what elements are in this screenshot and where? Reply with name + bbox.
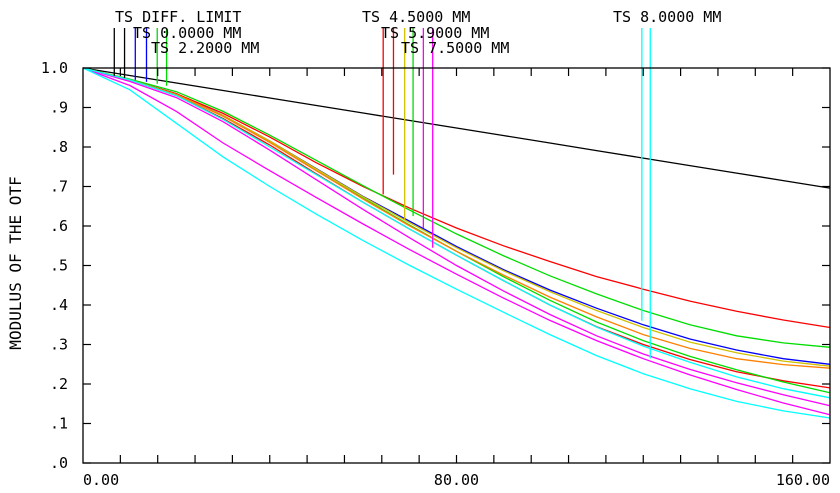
legend-label-6: TS 8.0000 MM	[613, 8, 721, 26]
series-line-0	[82, 67, 831, 189]
y-tick-label-1: .1	[50, 415, 68, 433]
series-line-8	[82, 67, 831, 407]
tick-layer: .0 .1 .2 .3 .4 .5 .6 .7 .8 .9 1.0 0.00 80.00 160.00	[41, 59, 830, 489]
series-line-5	[82, 67, 831, 394]
series-layer	[82, 67, 831, 419]
series-line-9	[82, 67, 831, 416]
y-tick-label-7: .7	[50, 178, 68, 196]
series-line-1	[82, 67, 831, 365]
y-tick-label-5: .5	[50, 257, 68, 275]
y-tick-label-9: .9	[50, 99, 68, 117]
series-line-6	[82, 67, 831, 367]
legend-label-3: TS 4.5000 MM	[362, 8, 470, 26]
y-tick-label-3: .3	[50, 336, 68, 354]
y-tick-label-6: .6	[50, 217, 68, 235]
legend-label-2: TS 2.2000 MM	[151, 39, 259, 57]
y-tick-label-2: .2	[50, 375, 68, 393]
series-line-2	[82, 67, 831, 329]
legend-label-0: TS DIFF. LIMIT	[115, 8, 241, 26]
y-tick-label-8: .8	[50, 138, 68, 156]
legend-label-4: TS 5.9000 MM	[381, 24, 489, 42]
series-line-7	[82, 67, 831, 369]
series-line-11	[82, 67, 831, 419]
series-line-4	[82, 67, 831, 348]
x-tick-label-0: 0.00	[83, 471, 119, 489]
legend-label-1: TS 0.0000 MM	[133, 24, 241, 42]
legend-label-5: TS 7.5000 MM	[401, 39, 509, 57]
y-tick-label-0: .0	[50, 454, 68, 472]
legend-marker-layer	[113, 28, 651, 359]
y-axis-title-group: MODULUS OF THE OTF	[6, 176, 25, 349]
series-line-10	[82, 67, 831, 399]
y-tick-label-4: .4	[50, 296, 68, 314]
y-tick-label-10: 1.0	[41, 59, 68, 77]
x-tick-label-1: 80.00	[434, 471, 479, 489]
y-axis-title: MODULUS OF THE OTF	[6, 176, 25, 349]
x-tick-label-2: 160.00	[776, 471, 830, 489]
